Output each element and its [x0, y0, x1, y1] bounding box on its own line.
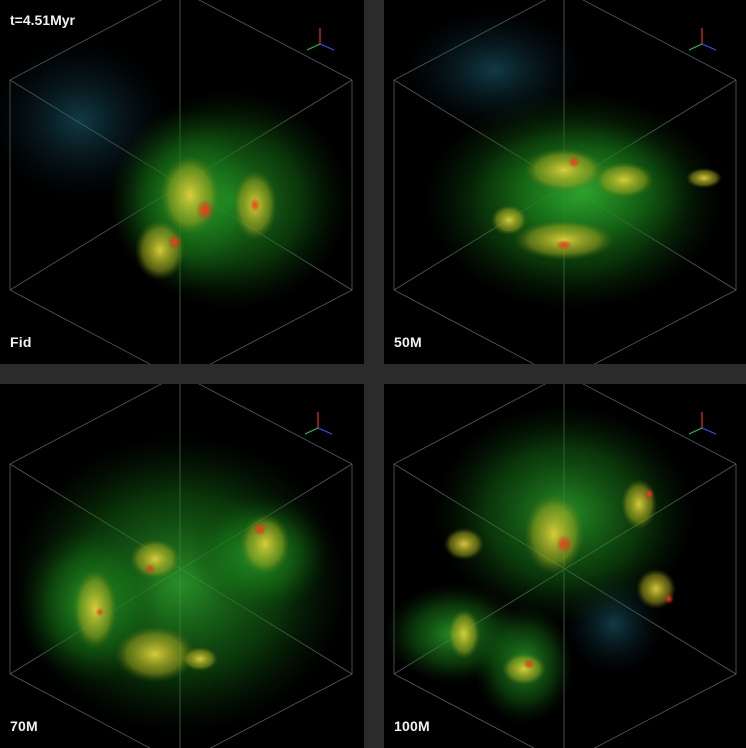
volume-render-fid [0, 0, 353, 364]
axes-triad-icon [306, 28, 335, 51]
panel-label: Fid [10, 334, 32, 350]
panel-70m: 70M [0, 384, 364, 748]
axes-triad-icon [688, 28, 717, 51]
panel-fid: t=4.51Myr Fid [0, 0, 364, 364]
volume-render-100m [384, 384, 737, 748]
panel-label: 70M [10, 718, 38, 734]
axes-triad-icon [688, 412, 717, 435]
panel-label: 50M [394, 334, 422, 350]
panel-100m: 100M [384, 384, 746, 748]
panel-label: 100M [394, 718, 430, 734]
volume-render-70m [9, 384, 353, 748]
axes-triad-icon [304, 412, 333, 435]
time-label: t=4.51Myr [10, 12, 75, 28]
panel-50m: 50M [384, 0, 746, 364]
volume-render-50m [393, 0, 737, 364]
